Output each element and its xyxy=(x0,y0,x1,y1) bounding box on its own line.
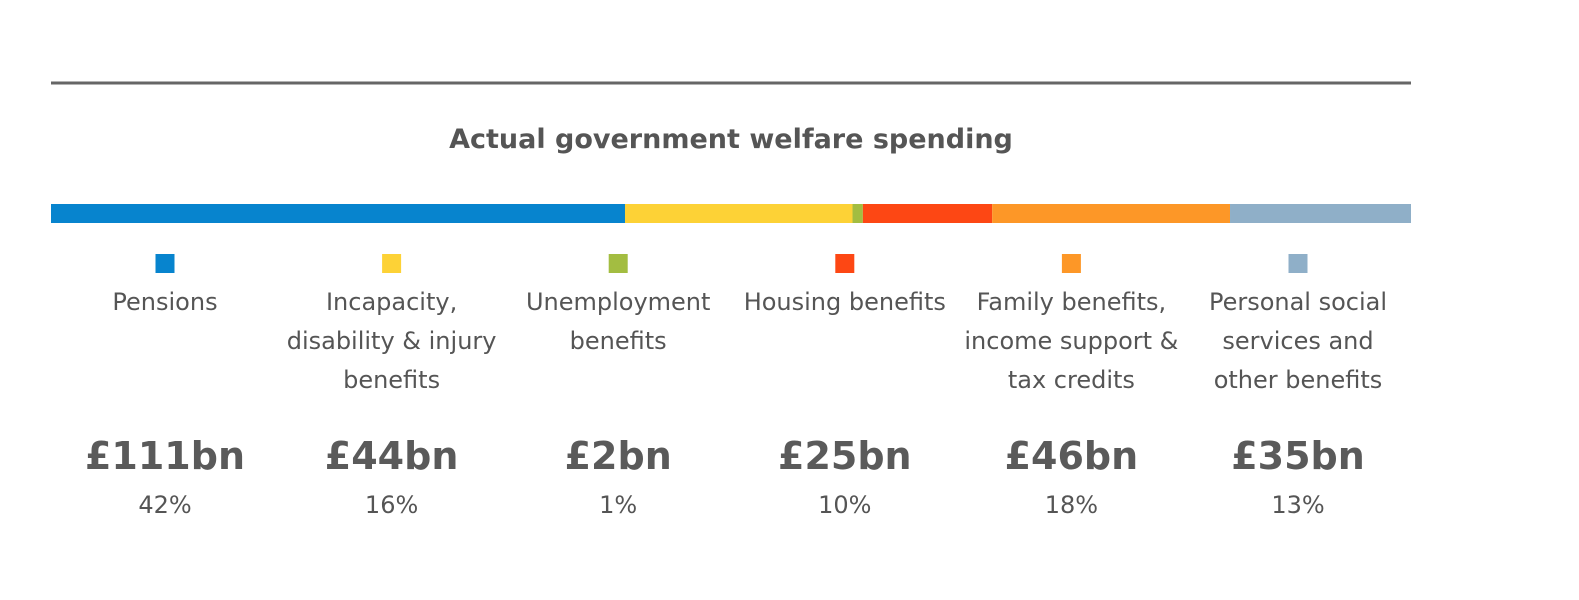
legend-swatch xyxy=(155,254,175,273)
value-label: £111bn xyxy=(84,434,245,478)
legend-label: Family benefits, income support & tax cr… xyxy=(964,288,1179,394)
share-label: 18% xyxy=(1044,491,1099,519)
legend-label: Housing benefits xyxy=(743,288,946,316)
bar-segment xyxy=(862,204,993,223)
bar-segment xyxy=(852,204,863,223)
legend-label: Unemployment benefits xyxy=(525,288,711,355)
chart-title: Actual government welfare spending xyxy=(449,124,1013,155)
legend-label: Pensions xyxy=(112,288,218,316)
share-label: 13% xyxy=(1271,491,1325,519)
share-label: 10% xyxy=(818,491,872,519)
legend-swatch xyxy=(608,254,628,273)
bar-segment xyxy=(992,204,1231,223)
bar-segment xyxy=(1230,204,1411,223)
bar-segment xyxy=(624,204,853,223)
legend-swatch xyxy=(835,254,855,273)
share-label: 1% xyxy=(599,491,638,519)
value-label: £46bn xyxy=(1004,434,1139,478)
share-label: 16% xyxy=(364,491,419,519)
legend-label: Incapacity, disability & injury benefits xyxy=(286,288,497,394)
legend-swatch xyxy=(1061,254,1081,273)
value-label: £35bn xyxy=(1231,434,1365,478)
legend-swatch xyxy=(382,254,402,273)
value-label: £44bn xyxy=(324,434,459,478)
value-label: £2bn xyxy=(564,434,672,478)
value-label: £25bn xyxy=(778,434,912,478)
share-label: 42% xyxy=(138,491,192,519)
bar-segment xyxy=(51,204,625,223)
legend-swatch xyxy=(1288,254,1308,273)
legend-label: Personal social services and other benef… xyxy=(1208,288,1388,394)
